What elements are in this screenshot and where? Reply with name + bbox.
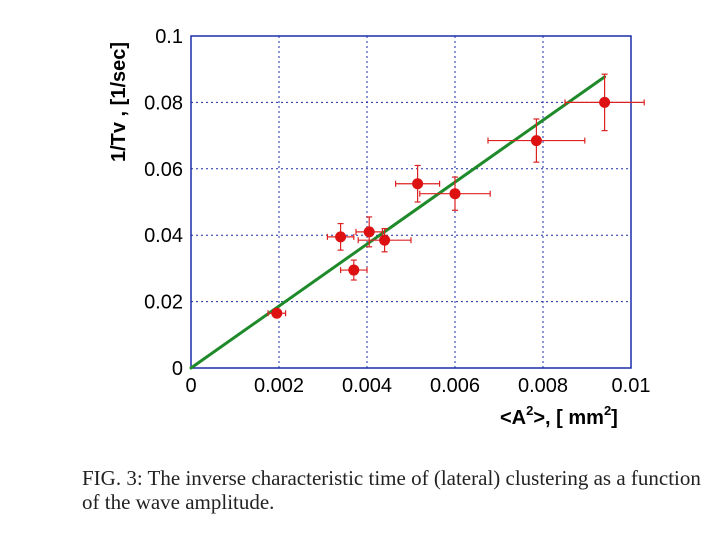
data-marker	[412, 178, 424, 190]
data-point	[355, 216, 383, 248]
x-axis-label: <A2>, [ mm2]	[500, 403, 618, 429]
data-marker	[348, 264, 360, 276]
x-axis-label-part: <A	[500, 407, 526, 429]
data-marker	[530, 135, 542, 147]
y-tick-label: 0.1	[155, 26, 183, 48]
data-point	[340, 259, 368, 281]
data-marker	[379, 234, 391, 246]
y-tick-label: 0.04	[144, 225, 183, 247]
data-marker	[449, 188, 461, 200]
x-axis-label-superscript: 2	[526, 403, 533, 418]
y-axis-label: 1/Tv , [1/sec]	[108, 42, 130, 162]
data-points	[267, 73, 645, 319]
x-tick-label: 0.008	[518, 375, 568, 397]
x-tick-label: 0.01	[612, 375, 651, 397]
y-tick-labels: 0 0.02 0.04 0.06 0.08 0.1	[144, 26, 183, 380]
x-tick-labels: 0 0.002 0.004 0.006 0.008 0.01	[185, 375, 650, 397]
data-point	[395, 164, 441, 203]
data-marker	[599, 96, 611, 108]
y-tick-label: 0	[172, 358, 183, 380]
fit-line-group	[189, 75, 607, 370]
grid	[191, 36, 631, 368]
plot-area	[190, 35, 632, 369]
data-point	[357, 227, 412, 253]
data-point	[267, 307, 287, 319]
x-axis-label-part: ]	[611, 407, 618, 429]
data-marker	[363, 226, 375, 238]
data-point	[564, 73, 645, 132]
x-tick-label: 0.004	[342, 375, 392, 397]
figure-caption: FIG. 3: The inverse characteristic time …	[82, 466, 701, 514]
x-tick-label: 0.002	[254, 375, 304, 397]
data-point	[487, 118, 586, 163]
fit-line	[189, 75, 607, 370]
x-tick-label: 0	[185, 375, 196, 397]
data-marker	[271, 307, 283, 319]
y-tick-label: 0.08	[144, 92, 183, 114]
x-axis-label-superscript: 2	[604, 403, 611, 418]
data-point	[419, 176, 491, 211]
x-axis-label-part: >, [ mm	[533, 407, 604, 429]
x-tick-label: 0.006	[430, 375, 480, 397]
data-marker	[335, 231, 347, 243]
data-point	[326, 222, 355, 251]
y-tick-label: 0.02	[144, 292, 183, 314]
y-tick-label: 0.06	[144, 159, 183, 181]
